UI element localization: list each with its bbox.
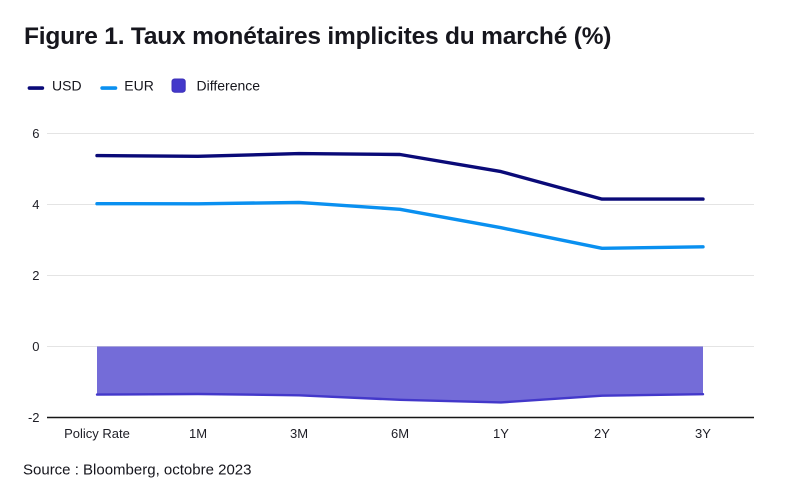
svg-text:3M: 3M	[290, 426, 308, 441]
svg-text:1Y: 1Y	[493, 426, 509, 441]
svg-text:-2: -2	[28, 410, 40, 425]
svg-text:Figure 1. Taux monétaires impl: Figure 1. Taux monétaires implicites du …	[24, 23, 611, 50]
svg-text:Policy Rate: Policy Rate	[64, 426, 130, 441]
svg-text:2Y: 2Y	[594, 426, 610, 441]
svg-text:6: 6	[32, 126, 39, 141]
svg-text:6M: 6M	[391, 426, 409, 441]
svg-text:4: 4	[32, 197, 39, 212]
svg-text:Difference: Difference	[197, 78, 261, 94]
svg-text:1M: 1M	[189, 426, 207, 441]
svg-text:0: 0	[32, 339, 39, 354]
svg-text:USD: USD	[52, 78, 82, 94]
svg-text:EUR: EUR	[124, 78, 154, 94]
svg-text:2: 2	[32, 268, 39, 283]
svg-text:3Y: 3Y	[695, 426, 711, 441]
svg-text:Source : Bloomberg, octobre 20: Source : Bloomberg, octobre 2023	[23, 462, 251, 479]
